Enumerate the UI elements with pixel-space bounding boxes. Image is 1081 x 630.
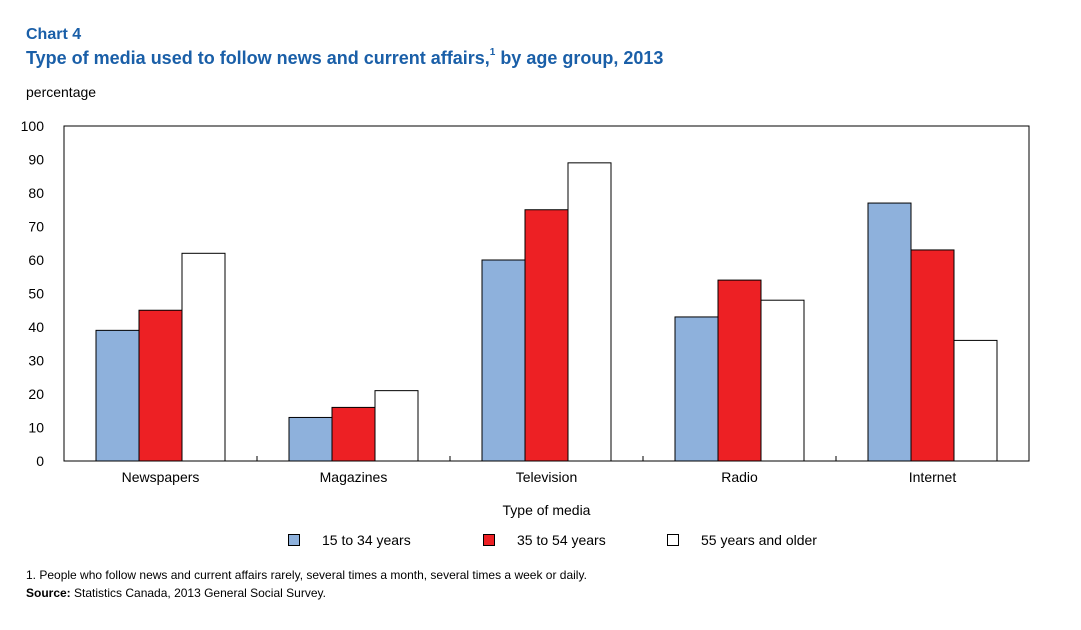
chart-title-suffix: by age group, 2013 [495, 48, 664, 68]
bar-internet-series-1 [910, 249, 955, 462]
x-tick-label: Television [516, 469, 577, 485]
y-tick-label: 0 [36, 453, 44, 469]
legend-label-55-plus: 55 years and older [701, 532, 817, 548]
legend-item-35-54: 35 to 54 years [483, 532, 606, 548]
bar-magazines-series-2 [374, 390, 419, 462]
bar-newspapers-series-1 [138, 309, 183, 462]
footnote: 1. People who follow news and current af… [26, 568, 587, 582]
legend-item-55-plus: 55 years and older [667, 532, 817, 548]
x-tick-label: Radio [721, 469, 758, 485]
legend-swatch-55-plus [667, 534, 679, 546]
x-axis-label: Type of media [503, 502, 591, 518]
y-ticks-group: 0 10 20 30 40 50 60 70 80 90 100 [21, 118, 45, 469]
x-tick-label: Newspapers [122, 469, 200, 485]
y-tick-label: 100 [21, 118, 45, 134]
y-tick-label: 60 [28, 252, 44, 268]
y-tick-label: 80 [28, 185, 44, 201]
y-axis-label: percentage [26, 84, 97, 100]
y-tick-label: 40 [28, 319, 44, 335]
y-tick-label: 70 [28, 219, 44, 235]
bar-internet-series-0 [867, 202, 912, 462]
legend-label-15-34: 15 to 34 years [322, 532, 411, 548]
chart-number: Chart 4 [26, 26, 82, 43]
bar-newspapers-series-0 [95, 329, 140, 462]
bar-television-series-0 [481, 259, 526, 462]
source-text: Statistics Canada, 2013 General Social S… [70, 586, 326, 600]
legend-label-35-54: 35 to 54 years [517, 532, 606, 548]
source-note: Source: Statistics Canada, 2013 General … [26, 586, 326, 600]
y-tick-label: 10 [28, 420, 44, 436]
bars-group [95, 162, 998, 462]
bar-newspapers-series-2 [181, 252, 226, 462]
legend-swatch-15-34 [288, 534, 300, 546]
bar-magazines-series-0 [288, 416, 333, 462]
title-footnote-ref: 1 [489, 47, 496, 58]
bar-radio-series-2 [760, 299, 805, 462]
bar-magazines-series-1 [331, 406, 376, 462]
bar-television-series-2 [567, 162, 612, 462]
legend: 15 to 34 years 35 to 54 years 55 years a… [0, 532, 1081, 552]
y-tick-label: 90 [28, 152, 44, 168]
x-tick-label: Internet [909, 469, 957, 485]
bar-television-series-1 [524, 209, 569, 462]
legend-item-15-34: 15 to 34 years [288, 532, 411, 548]
y-tick-label: 20 [28, 386, 44, 402]
bar-internet-series-2 [953, 339, 998, 462]
plot-frame [63, 125, 1030, 462]
y-tick-label: 50 [28, 286, 44, 302]
chart-title: Type of media used to follow news and cu… [26, 48, 663, 69]
bar-radio-series-1 [717, 279, 762, 462]
y-tick-label: 30 [28, 353, 44, 369]
legend-swatch-35-54 [483, 534, 495, 546]
bar-radio-series-0 [674, 316, 719, 462]
x-tick-label: Magazines [320, 469, 388, 485]
chart-title-text: Type of media used to follow news and cu… [26, 48, 490, 68]
source-label: Source: [26, 586, 71, 600]
x-ticks-group: Newspapers Magazines Television Radio Intern… [122, 456, 957, 485]
